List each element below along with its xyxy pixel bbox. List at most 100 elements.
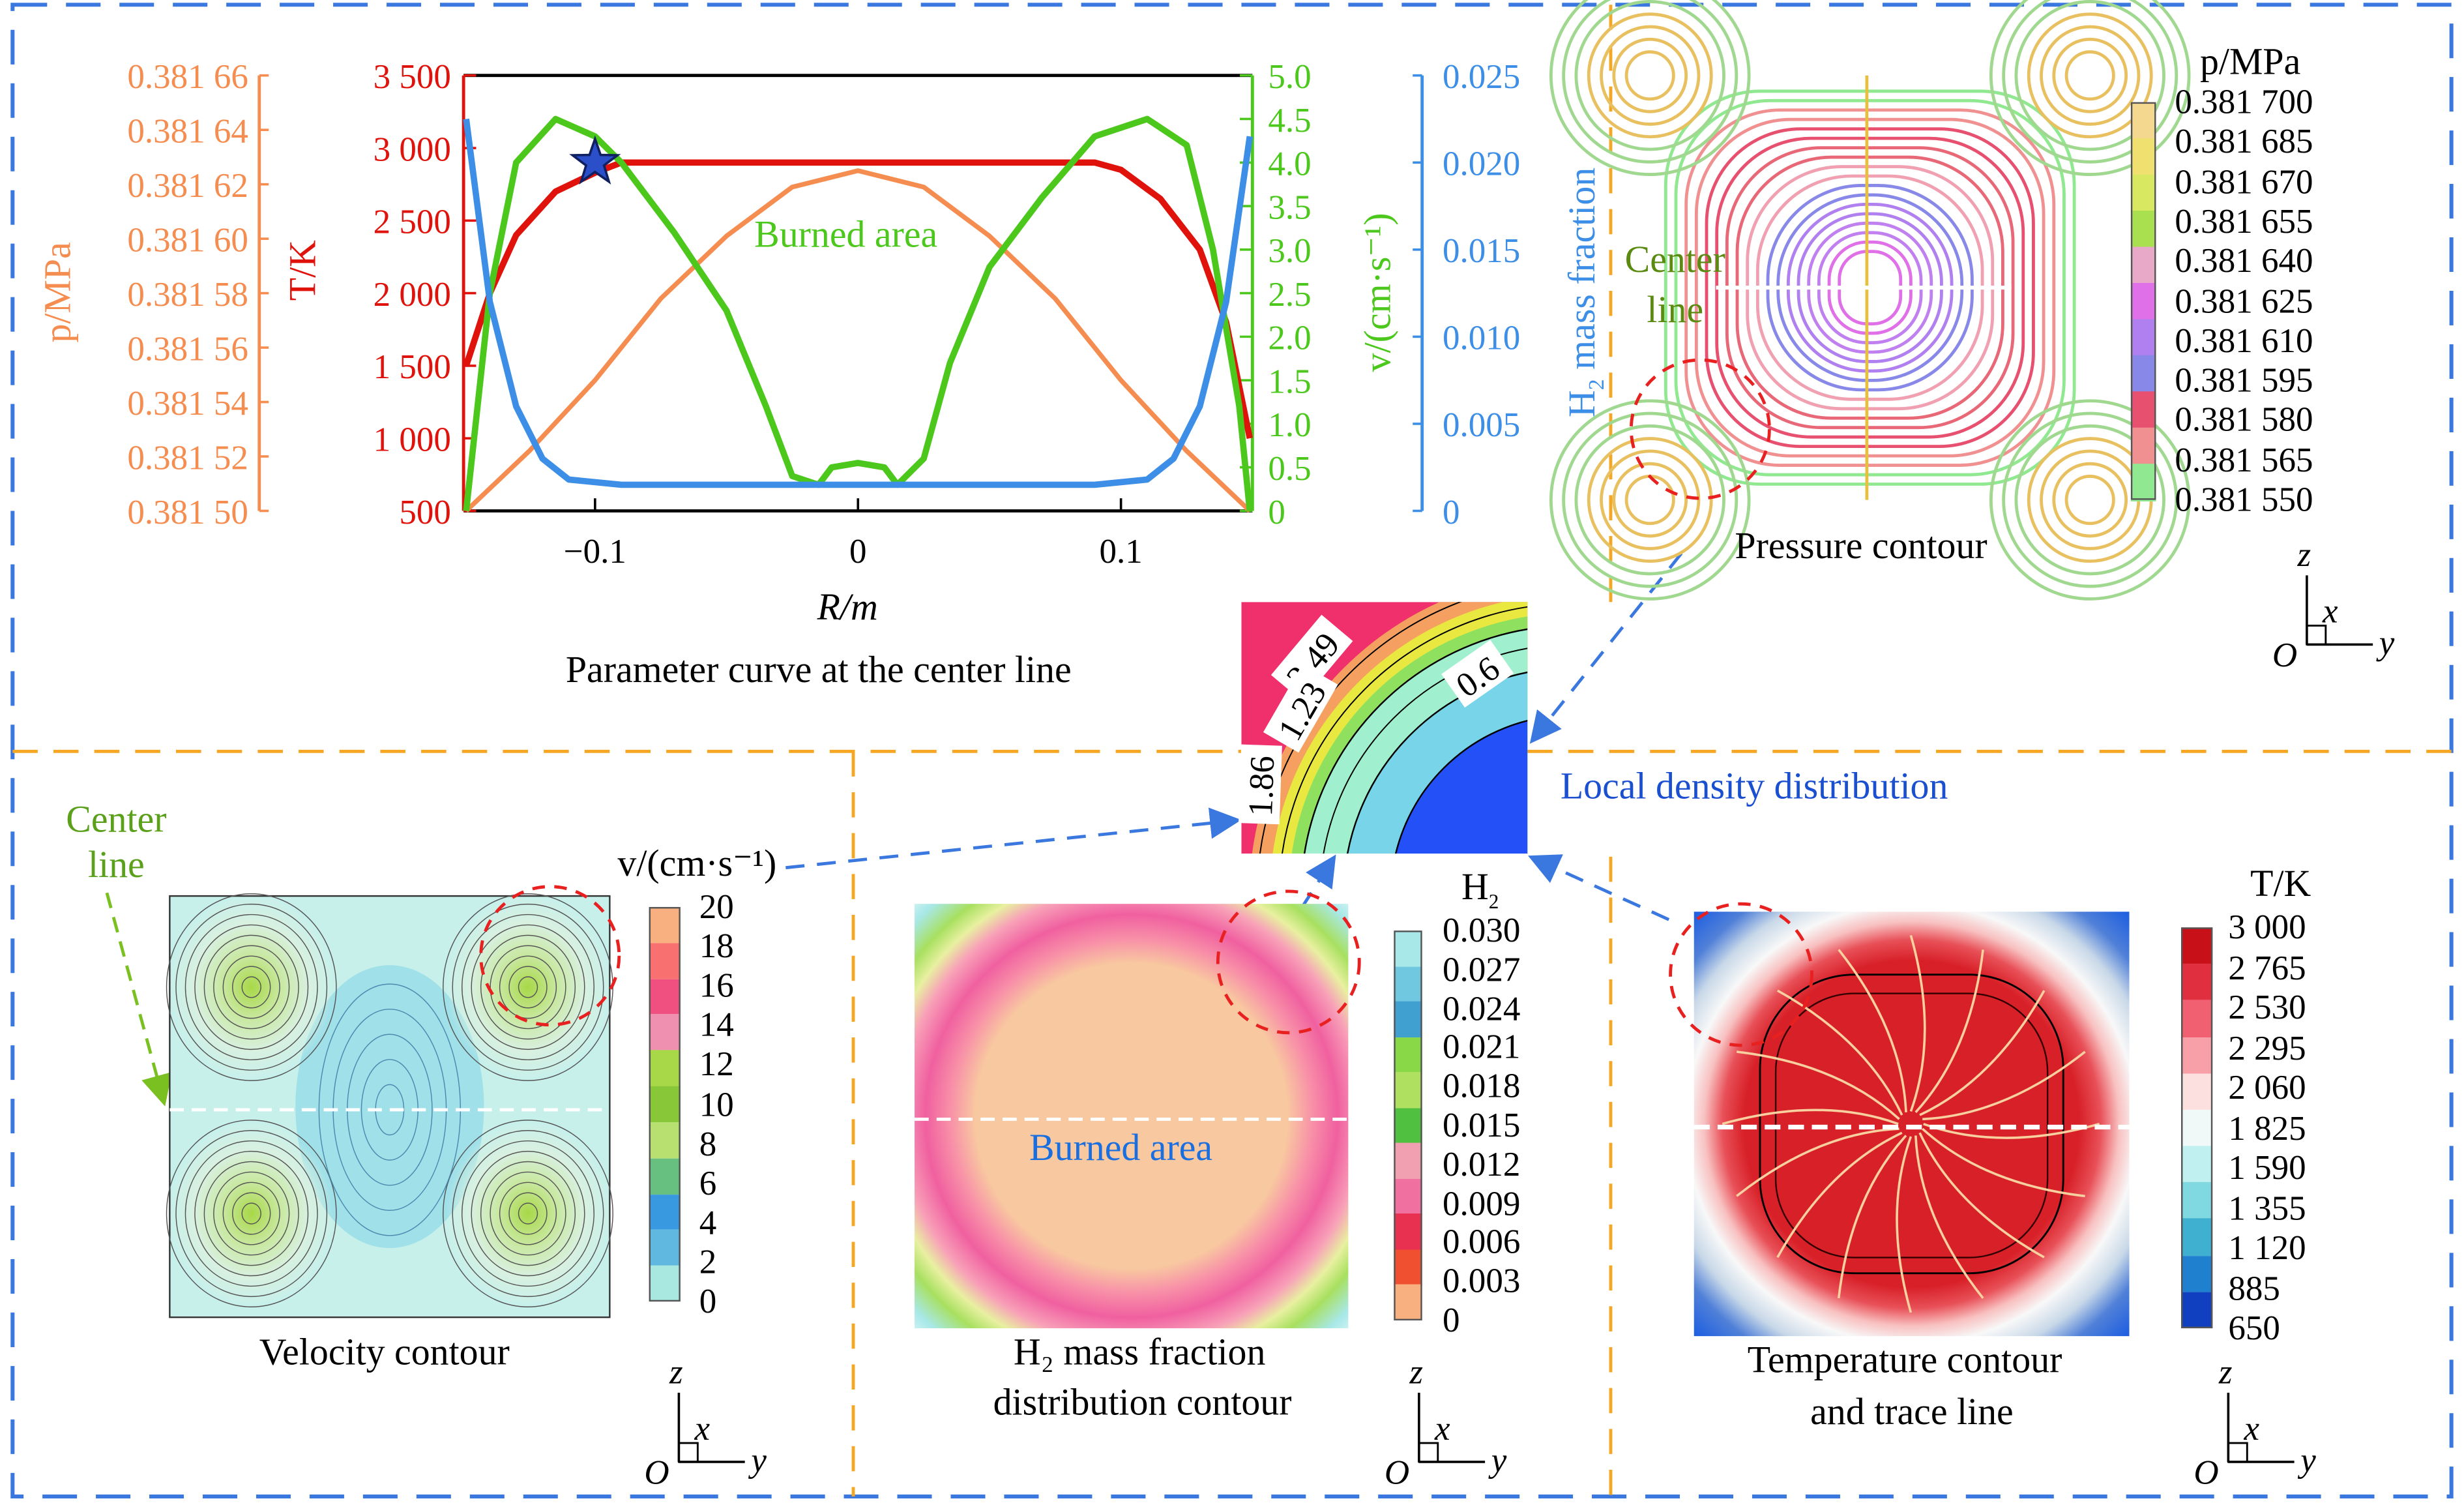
T-tick-label: 500 bbox=[399, 494, 451, 531]
x-axis-box bbox=[2227, 1442, 2248, 1463]
colorbar-segment bbox=[2181, 1292, 2213, 1330]
pressure-corner-isoline bbox=[2064, 50, 2115, 101]
velocity-isoline bbox=[194, 924, 309, 1050]
velocity-center-line-label: Center line bbox=[66, 800, 167, 887]
v-tick-label: 0 bbox=[1268, 494, 1285, 531]
T-tick-label: 2 500 bbox=[374, 203, 451, 241]
colorbar-segment bbox=[649, 1122, 681, 1159]
colorbar-segment bbox=[2130, 464, 2156, 501]
colorbar-segment bbox=[2130, 174, 2156, 212]
x-axis-label: x bbox=[1434, 1410, 1450, 1448]
v-tick-label: 1.0 bbox=[1268, 406, 1311, 444]
colorbar-segment bbox=[2130, 102, 2156, 140]
pressure-corner-isoline bbox=[1549, 399, 1751, 601]
colorbar-tick-label: 0.381 670 bbox=[2175, 161, 2313, 201]
h2-colorbar-title: H2 bbox=[1461, 867, 1499, 914]
colorbar-tick-label: 3 000 bbox=[2228, 906, 2306, 947]
y-axis-label: y bbox=[1488, 1441, 1507, 1479]
pressure-center-line-label: Center line bbox=[1624, 240, 1725, 333]
trace-line bbox=[1736, 1127, 1899, 1197]
colorbar-segment bbox=[1394, 1072, 1422, 1109]
colorbar-tick-label: 0.381 610 bbox=[2175, 320, 2313, 360]
colorbar-segment bbox=[1394, 1037, 1422, 1073]
colorbar-tick-label: 0.381 625 bbox=[2175, 280, 2313, 320]
colorbar-tick-label: 20 bbox=[699, 886, 734, 926]
colorbar-border bbox=[2181, 927, 2213, 1329]
colorbar-tick-label: 1 120 bbox=[2228, 1227, 2306, 1268]
pressure-corner-isoline bbox=[1989, 0, 2191, 176]
x-tick-label: −0.1 bbox=[564, 533, 626, 571]
colorbar-segment bbox=[2181, 1182, 2213, 1220]
x-axis-label: x bbox=[694, 1410, 711, 1448]
colorbar-segment bbox=[1394, 1143, 1422, 1180]
H2-tick-label: 0.025 bbox=[1443, 58, 1520, 96]
velocity-isoline bbox=[222, 955, 280, 1019]
velocity-isoline bbox=[241, 976, 261, 998]
colorbar-tick-label: 2 530 bbox=[2228, 987, 2306, 1027]
pressure-corner-isoline bbox=[1587, 12, 1713, 139]
velocity-isoline bbox=[518, 976, 538, 998]
colorbar-segment bbox=[649, 978, 681, 1016]
velocity-isoline bbox=[518, 1202, 538, 1225]
colorbar-tick-label: 0.009 bbox=[1443, 1183, 1521, 1223]
p-tick-label: 0.381 64 bbox=[127, 112, 248, 150]
colorbar-tick-label: 1 590 bbox=[2228, 1147, 2306, 1187]
colorbar-tick-label: 2 765 bbox=[2228, 947, 2306, 987]
colorbar-tick-label: 0.030 bbox=[1443, 910, 1521, 950]
density-caption: Local density distribution bbox=[1560, 767, 1948, 809]
trace-line bbox=[1918, 1132, 2045, 1258]
colorbar-tick-label: 650 bbox=[2228, 1307, 2280, 1347]
pressure-caption: Pressure contour bbox=[1735, 526, 1987, 568]
colorbar-segment bbox=[2181, 1000, 2213, 1038]
colorbar-tick-label: 0.003 bbox=[1443, 1260, 1521, 1301]
origin-label: O bbox=[1385, 1454, 1409, 1492]
colorbar-segment bbox=[649, 1266, 681, 1303]
colorbar-segment bbox=[649, 1014, 681, 1052]
pressure-corner-isoline bbox=[1624, 50, 1675, 101]
trace-line bbox=[1914, 949, 1984, 1114]
H2-tick-label: 0.020 bbox=[1443, 145, 1520, 183]
trace-line bbox=[1736, 1050, 1900, 1120]
p-tick-label: 0.381 66 bbox=[127, 58, 248, 96]
colorbar-segment bbox=[1394, 1001, 1422, 1038]
trace-line bbox=[1776, 1131, 1903, 1258]
trace-line bbox=[1914, 1135, 1984, 1300]
colorbar-segment bbox=[649, 942, 681, 980]
colorbar-segment bbox=[1394, 1107, 1422, 1144]
velocity-isoline bbox=[166, 893, 337, 1081]
colorbar-segment bbox=[2181, 1255, 2213, 1293]
colorbar-tick-label: 1 825 bbox=[2228, 1107, 2306, 1147]
velocity-isoline bbox=[213, 945, 290, 1030]
colorbar-tick-label: 4 bbox=[699, 1202, 717, 1242]
arrow-temperature-to-density bbox=[1528, 854, 1670, 921]
pressure-corner-isoline bbox=[1574, 0, 1725, 151]
h2-burned-area-label: Burned area bbox=[1029, 1128, 1213, 1170]
trace-line bbox=[1838, 949, 1907, 1112]
colorbar-tick-label: 10 bbox=[699, 1084, 734, 1124]
pressure-colorbar-title: p/MPa bbox=[2199, 42, 2301, 83]
colorbar-segment bbox=[649, 1158, 681, 1195]
x-axis-box bbox=[677, 1442, 699, 1463]
arrow-center-line-velocity bbox=[105, 892, 172, 1107]
T-tick-label: 2 000 bbox=[374, 276, 451, 314]
colorbar-segment bbox=[649, 1194, 681, 1231]
velocity-isoline bbox=[490, 1171, 566, 1256]
temperature-caption-line1: Temperature contour bbox=[1747, 1341, 2062, 1382]
p-tick-label: 0.381 50 bbox=[127, 494, 248, 531]
arrow-velocity-to-density bbox=[785, 807, 1242, 870]
pressure-corner-isoline bbox=[1587, 437, 1713, 563]
density-label-1-86: 1.86 bbox=[1242, 755, 1282, 817]
colorbar-tick-label: 0.381 595 bbox=[2175, 360, 2313, 400]
z-axis-label: z bbox=[1409, 1353, 1423, 1391]
arrow-h2-to-density bbox=[1300, 854, 1336, 910]
series-line-H2 bbox=[463, 118, 1254, 488]
h2-caption-line1: H₂ mass fraction bbox=[1013, 1333, 1266, 1374]
colorbar-segment bbox=[2130, 138, 2156, 175]
velocity-isoline bbox=[443, 1120, 613, 1307]
colorbar-segment bbox=[1394, 930, 1422, 967]
trace-line bbox=[1923, 1122, 2100, 1139]
